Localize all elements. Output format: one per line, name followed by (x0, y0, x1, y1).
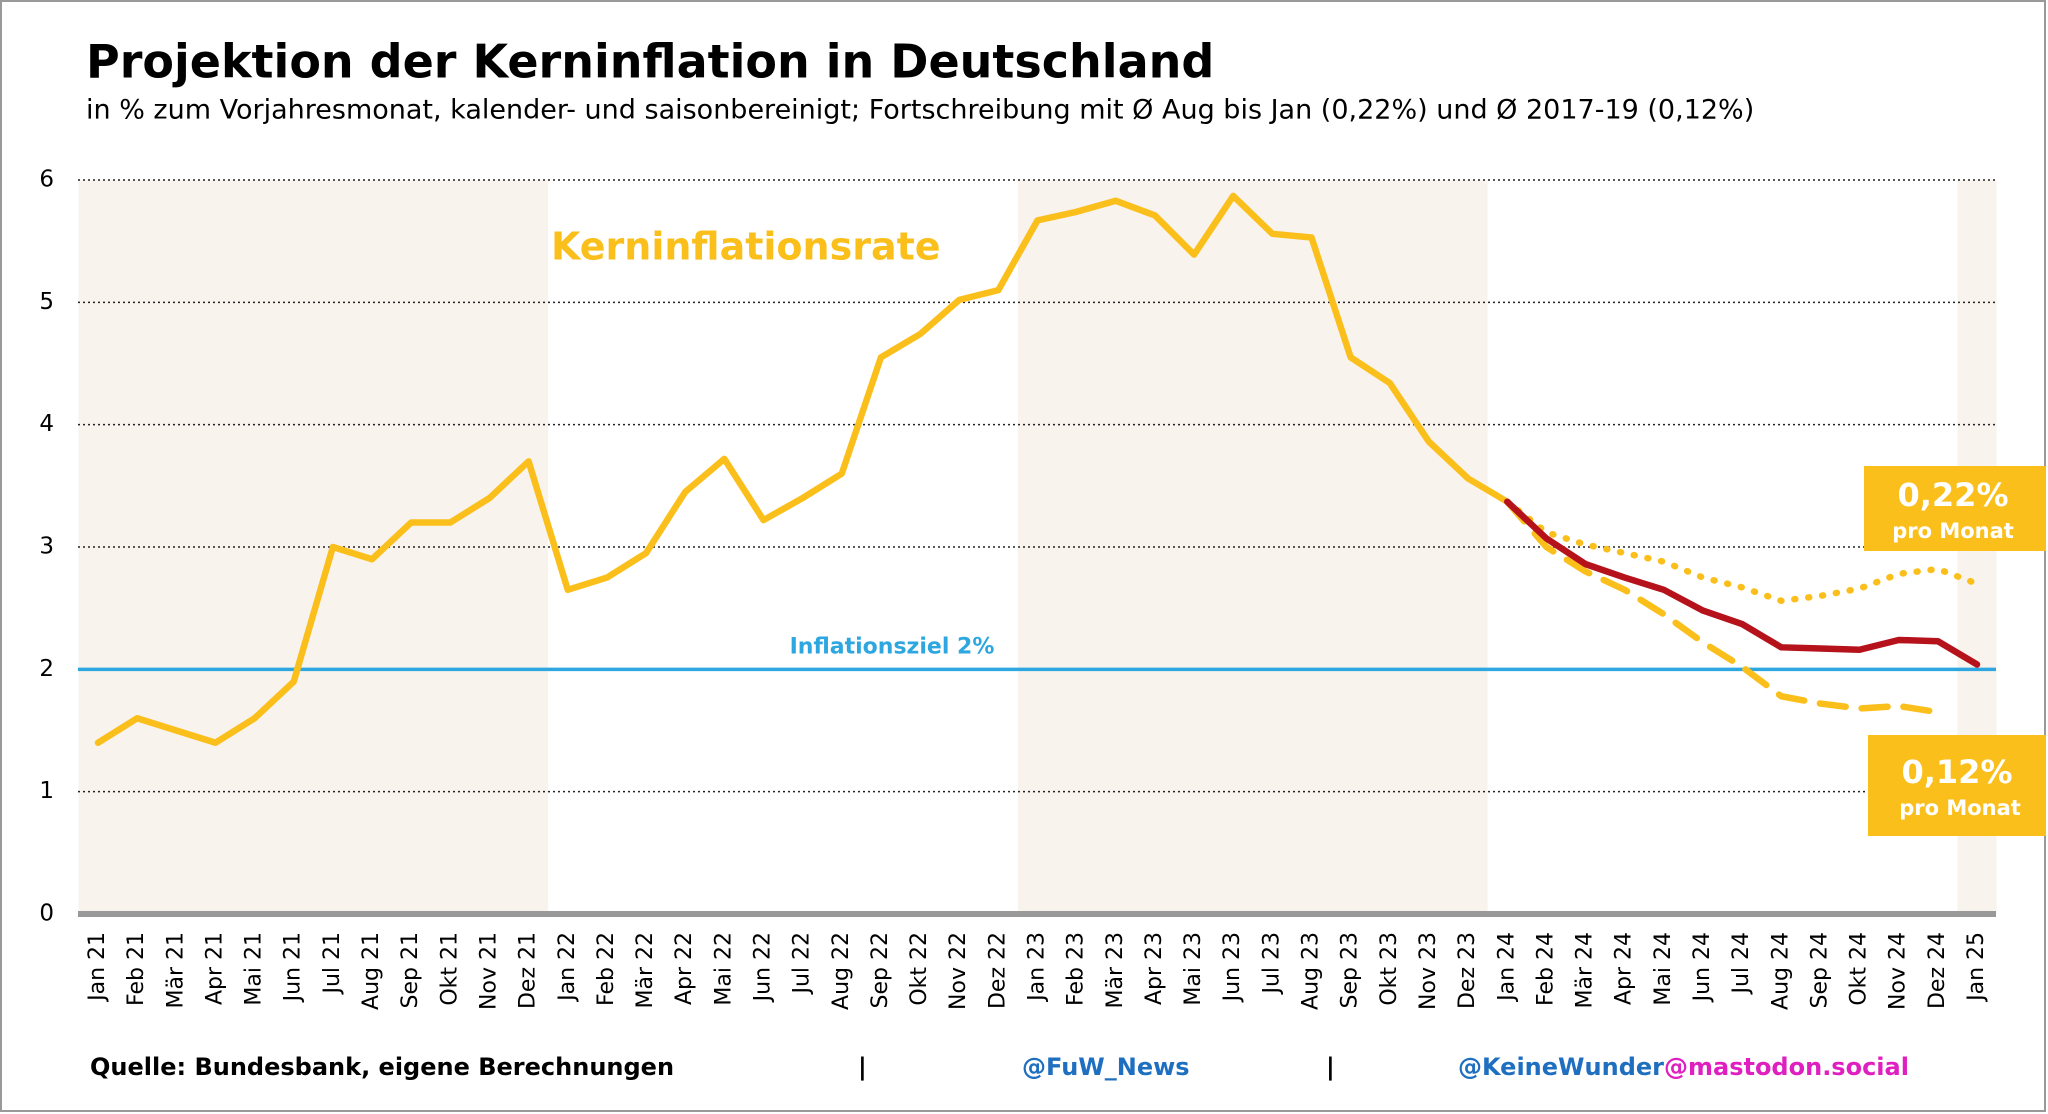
footer-mastodon: @KeineWunder@mastodon.social (1458, 1053, 1909, 1081)
series-line (1504, 498, 1981, 605)
x-tick-label: Aug 21 (359, 932, 384, 1010)
x-tick-label: Dez 21 (516, 932, 541, 1009)
x-tick-label: Jan 25 (1964, 932, 1989, 1003)
x-tick-label: Jul 24 (1729, 932, 1754, 996)
mastodon-host: @mastodon.social (1664, 1053, 1909, 1081)
x-tick-label: Jan 22 (555, 932, 580, 1003)
x-tick-label: Mai 24 (1651, 932, 1676, 1006)
x-tick-label: Jan 23 (1025, 932, 1050, 1003)
box-rate: 0,12% (1901, 753, 2012, 791)
box (1864, 466, 2046, 551)
x-tick-label: Apr 22 (672, 932, 697, 1005)
series-line (1504, 498, 1981, 668)
y-tick-label: 2 (39, 656, 54, 682)
x-tick-label: Dez 22 (985, 932, 1010, 1009)
x-tick-label: Nov 21 (476, 932, 501, 1010)
x-tick-label: Mär 22 (633, 932, 658, 1009)
x-tick-label: Jun 22 (750, 932, 775, 1003)
x-tick-label: Okt 23 (1377, 932, 1402, 1006)
x-tick-label: Jul 21 (320, 932, 345, 996)
y-tick-label: 6 (39, 167, 54, 193)
x-tick-label: Dez 23 (1455, 932, 1480, 1009)
x-tick-label: Jul 22 (790, 932, 815, 996)
footer-separator: | (1326, 1053, 1335, 1081)
box-unit: pro Monat (1892, 519, 2014, 543)
x-tick-label: Okt 21 (437, 932, 462, 1006)
chart-subtitle: in % zum Vorjahresmonat, kalender- und s… (86, 95, 1754, 126)
footer-source: Quelle: Bundesbank, eigene Berechnungen (90, 1053, 674, 1081)
x-tick-label: Sep 22 (868, 932, 893, 1008)
x-tick-label: Feb 23 (1064, 932, 1089, 1006)
x-tick-label: Aug 22 (829, 932, 854, 1010)
x-tick-label: Apr 24 (1612, 932, 1637, 1005)
x-tick-label: Feb 24 (1533, 932, 1558, 1006)
series-line (1504, 498, 1942, 716)
y-tick-label: 5 (39, 289, 54, 315)
x-tick-label: Dez 24 (1925, 932, 1950, 1009)
x-tick-label: Nov 22 (946, 932, 971, 1010)
x-tick-label: Feb 22 (594, 932, 619, 1006)
x-tick-label: Mär 23 (1103, 932, 1128, 1009)
y-tick-label: 3 (39, 534, 54, 560)
x-tick-label: Jan 24 (1494, 932, 1519, 1003)
mastodon-user: @KeineWunder (1458, 1053, 1664, 1081)
x-tick-label: Jan 21 (85, 932, 110, 1003)
footer-handle: @FuW_News (1022, 1053, 1190, 1081)
x-tick-label: Nov 23 (1416, 932, 1441, 1010)
box-unit: pro Monat (1899, 796, 2021, 820)
y-tick-label: 0 (39, 901, 54, 927)
x-tick-label: Mär 21 (163, 932, 188, 1009)
x-tick-label: Sep 21 (398, 932, 423, 1008)
x-tick-label: Okt 22 (907, 932, 932, 1006)
x-tick-label: Sep 24 (1807, 932, 1832, 1008)
series-annotation: Kerninflationsrate (551, 225, 941, 269)
x-tick-label: Apr 21 (202, 932, 227, 1005)
x-tick-label: Apr 23 (1142, 932, 1167, 1005)
box-rate: 0,22% (1897, 476, 2008, 514)
x-tick-label: Okt 24 (1847, 932, 1872, 1006)
x-tick-label: Jun 23 (1220, 932, 1245, 1003)
y-tick-label: 4 (39, 411, 54, 437)
x-tick-label: Sep 23 (1338, 932, 1363, 1008)
x-tick-label: Aug 23 (1299, 932, 1324, 1010)
y-tick-label: 1 (39, 778, 54, 804)
x-tick-label: Aug 24 (1768, 932, 1793, 1010)
series-line (94, 192, 1511, 746)
footer-separator: | (858, 1053, 867, 1081)
box (1868, 735, 2046, 836)
x-tick-label: Mai 23 (1181, 932, 1206, 1006)
plot: 0 1 2 3 4 5 6 Jan 21 Feb 21 Mär 21 Apr 21 Mai 21 Jun… (39, 167, 1996, 1010)
target-label: Inflationsziel 2% (790, 634, 995, 659)
x-tick-label: Mär 24 (1573, 932, 1598, 1009)
x-tick-label: Feb 21 (124, 932, 149, 1006)
x-tick-label: Jun 21 (281, 932, 306, 1003)
x-tick-label: Jul 23 (1259, 932, 1284, 996)
x-tick-label: Mai 22 (711, 932, 736, 1006)
chart-title: Projektion der Kerninflation in Deutschl… (86, 35, 1214, 89)
x-tick-label: Jun 24 (1690, 932, 1715, 1003)
x-tick-label: Mai 21 (242, 932, 267, 1006)
x-tick-label: Nov 24 (1886, 932, 1911, 1010)
